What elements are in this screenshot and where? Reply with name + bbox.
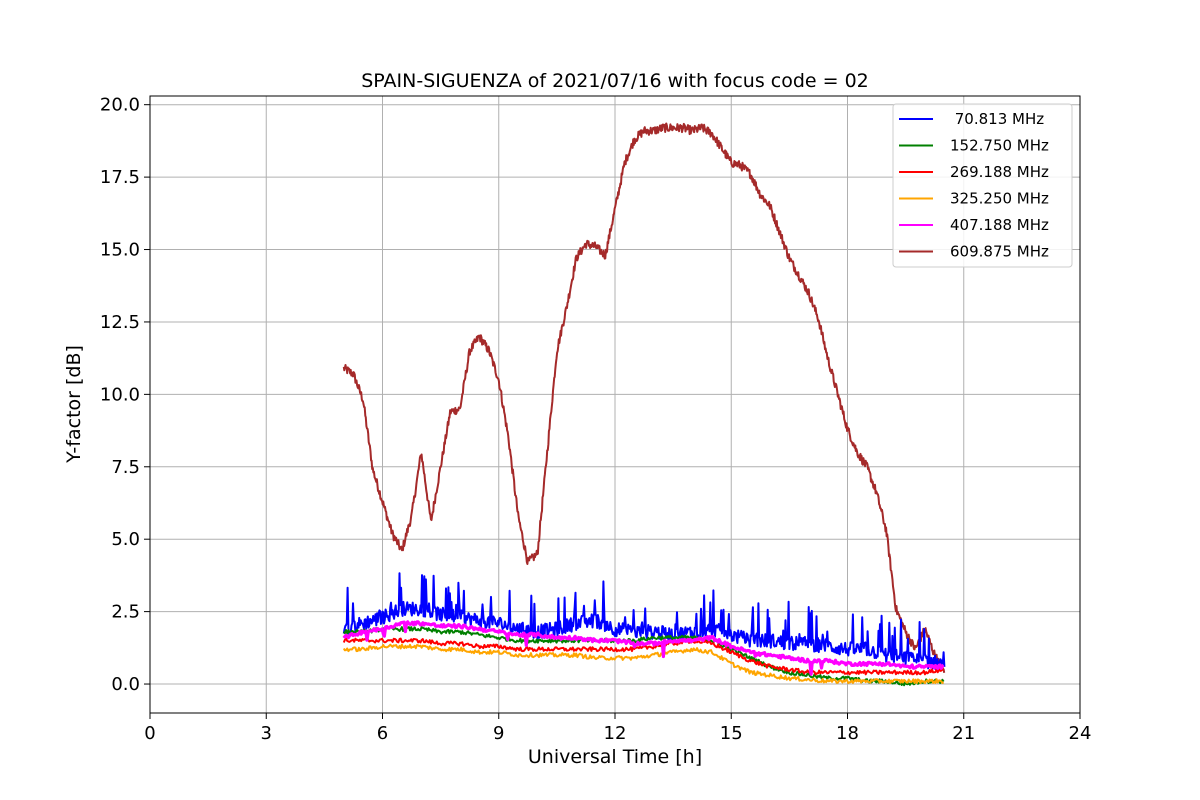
legend-label: 325.250 MHz (950, 190, 1049, 208)
y-tick-label: 17.5 (100, 167, 140, 188)
x-tick-label: 6 (377, 723, 388, 744)
y-tick-label: 12.5 (100, 312, 140, 333)
x-axis-label: Universal Time [h] (528, 746, 702, 768)
y-tick-label: 2.5 (111, 602, 140, 623)
x-tick-label: 18 (836, 723, 859, 744)
legend-label: 70.813 MHz (950, 110, 1044, 128)
series-325-250-mhz (342, 643, 945, 685)
x-tick-label: 15 (720, 723, 743, 744)
x-tick-label: 0 (144, 723, 155, 744)
y-tick-label: 7.5 (111, 457, 140, 478)
x-tick-label: 9 (493, 723, 504, 744)
y-tick-label: 10.0 (100, 384, 140, 405)
legend-label: 407.188 MHz (950, 216, 1049, 234)
y-tick-label: 20.0 (100, 95, 140, 116)
legend-label: 152.750 MHz (950, 137, 1049, 155)
y-tick-label: 15.0 (100, 240, 140, 261)
y-tick-label: 0.0 (111, 674, 140, 695)
legend-label: 269.188 MHz (950, 163, 1049, 181)
y-tick-label: 5.0 (111, 529, 140, 550)
y-axis-label: Y-factor [dB] (63, 345, 85, 464)
x-tick-label: 12 (604, 723, 627, 744)
legend-label: 609.875 MHz (950, 243, 1049, 261)
axes: 0 3 6 9 12 15 18 21 24 0.0 2.5 5.0 7.5 10.0 12.5 15.0 17… (100, 95, 1092, 744)
x-tick-label: 21 (952, 723, 975, 744)
legend-box (892, 103, 1073, 268)
chart-title: SPAIN-SIGUENZA of 2021/07/16 with focus … (361, 70, 869, 92)
x-tick-label: 3 (261, 723, 272, 744)
series-407-188-mhz (342, 620, 945, 676)
series-609-875-mhz (342, 122, 946, 673)
series-70-813-mhz (342, 572, 946, 670)
series-lines (342, 122, 946, 687)
x-tick-label: 24 (1069, 723, 1092, 744)
series-152-750-mhz (342, 626, 945, 687)
legend: 70.813 MHz 152.750 MHz 269.188 MHz 325.250 … (892, 103, 1073, 268)
